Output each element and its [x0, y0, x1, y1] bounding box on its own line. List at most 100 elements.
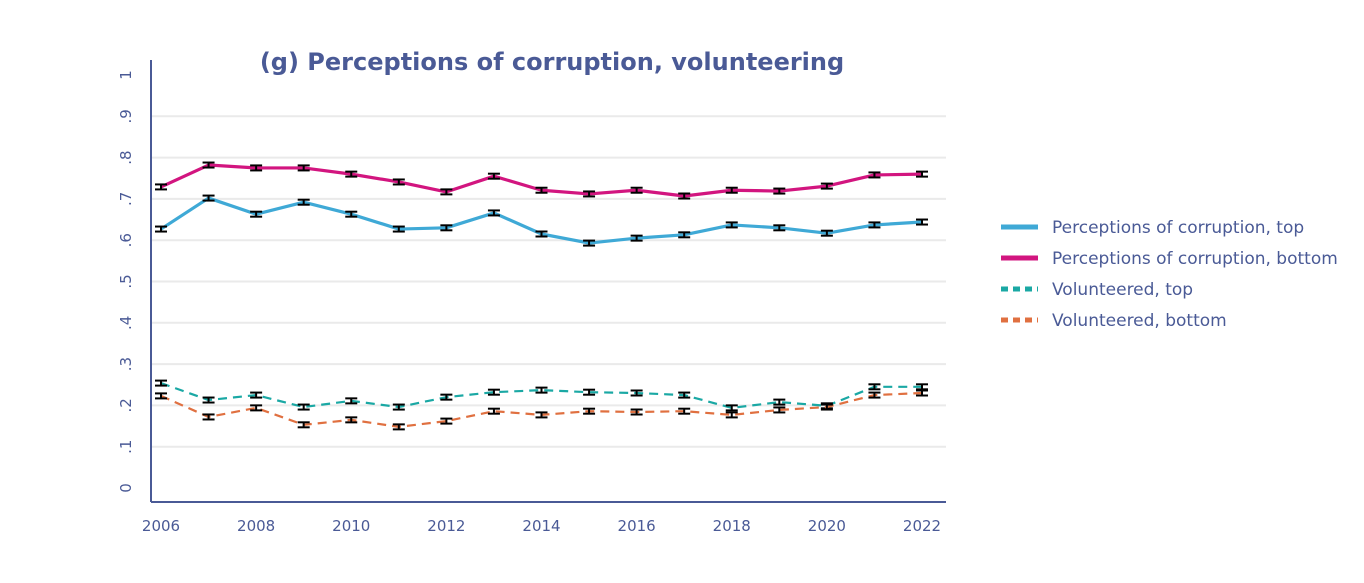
x-tick-label: 2018	[713, 517, 751, 535]
legend-item: Perceptions of corruption, bottom	[1001, 249, 1338, 269]
error-bar	[440, 188, 453, 196]
y-tick-label: .7	[117, 192, 135, 206]
error-bar	[630, 408, 643, 416]
series	[155, 161, 928, 431]
error-bar	[250, 404, 263, 412]
error-bar	[583, 407, 596, 415]
error-bar	[725, 186, 738, 194]
error-bar	[250, 210, 263, 218]
error-bar	[202, 194, 215, 202]
legend-item: Volunteered, bottom	[1001, 311, 1227, 331]
legend-label: Perceptions of corruption, bottom	[1052, 249, 1338, 269]
y-tick-label: .6	[117, 233, 135, 247]
error-bar	[250, 391, 263, 399]
error-bar	[297, 164, 310, 172]
series-volunteered-bottom	[155, 389, 928, 431]
y-tick-label: .2	[117, 398, 135, 412]
x-tick-label: 2010	[332, 517, 370, 535]
error-bar	[678, 231, 691, 239]
error-bar	[392, 225, 405, 233]
error-bar	[297, 403, 310, 411]
error-bar	[916, 383, 928, 391]
error-bar	[678, 192, 691, 200]
y-tick-label: 1	[117, 70, 135, 80]
error-bar	[916, 170, 928, 178]
error-bar	[440, 224, 453, 232]
error-bar	[725, 411, 738, 419]
error-bar	[583, 239, 596, 247]
x-tick-labels: 2006 2008 2010 2012 2014 2016 2018 2020 2022	[142, 517, 941, 535]
error-bar	[868, 383, 881, 391]
x-tick-label: 2008	[237, 517, 275, 535]
error-bar	[155, 183, 167, 191]
error-bar	[392, 178, 405, 186]
error-bar	[916, 218, 928, 226]
error-bar	[487, 209, 500, 217]
y-tick-label: 0	[117, 483, 135, 493]
y-tick-labels: 0 .1 .2 .3 .4 .5 .6 .7 .8 .9 1	[117, 70, 135, 493]
error-bar	[535, 186, 548, 194]
error-bar	[820, 182, 833, 190]
legend-item: Volunteered, top	[1001, 280, 1193, 300]
y-tick-label: .1	[117, 440, 135, 454]
error-bar	[725, 221, 738, 229]
error-bar	[535, 411, 548, 419]
y-tick-label: .4	[117, 316, 135, 330]
error-bar	[487, 388, 500, 396]
series-perceptions-of-corruption-bottom	[155, 161, 928, 200]
y-tick-label: .8	[117, 150, 135, 164]
error-bar	[202, 413, 215, 421]
x-tick-label: 2014	[522, 517, 560, 535]
error-bar	[630, 186, 643, 194]
legend-label: Volunteered, bottom	[1052, 311, 1227, 331]
error-bar	[487, 407, 500, 415]
error-bar	[820, 229, 833, 237]
x-tick-label: 2020	[808, 517, 846, 535]
series-volunteered-top	[155, 379, 928, 412]
error-bar	[440, 393, 453, 401]
x-tick-label: 2022	[903, 517, 941, 535]
x-tick-label: 2012	[427, 517, 465, 535]
error-bar	[773, 224, 786, 232]
error-bar	[725, 404, 738, 412]
error-bar	[250, 164, 263, 172]
error-bar	[535, 386, 548, 394]
error-bar	[155, 392, 167, 400]
error-bar	[392, 403, 405, 411]
error-bar	[868, 171, 881, 179]
error-bar	[345, 210, 358, 218]
y-tick-label: .3	[117, 357, 135, 371]
error-bar	[297, 421, 310, 429]
error-bar	[155, 225, 167, 233]
legend-label: Perceptions of corruption, top	[1052, 218, 1304, 238]
error-bar	[345, 416, 358, 424]
error-bar	[773, 187, 786, 195]
error-bar	[868, 391, 881, 399]
axes	[150, 60, 946, 503]
error-bar	[345, 170, 358, 178]
error-bar	[630, 234, 643, 242]
error-bar	[583, 388, 596, 396]
error-bar	[916, 389, 928, 397]
error-bar	[297, 198, 310, 206]
error-bar	[202, 396, 215, 404]
error-bar	[868, 221, 881, 229]
error-bar	[820, 403, 833, 411]
error-bar	[773, 398, 786, 406]
error-bar	[583, 190, 596, 198]
error-bar	[678, 407, 691, 415]
error-bar	[440, 417, 453, 425]
chart-title: (g) Perceptions of corruption, volunteer…	[260, 48, 844, 76]
series-perceptions-of-corruption-top	[155, 194, 928, 247]
x-tick-label: 2006	[142, 517, 180, 535]
error-bar	[678, 391, 691, 399]
error-bar	[345, 397, 358, 405]
error-bar	[773, 406, 786, 414]
error-bar	[392, 423, 405, 431]
error-bar	[630, 389, 643, 397]
x-tick-label: 2016	[618, 517, 656, 535]
legend-label: Volunteered, top	[1052, 280, 1193, 300]
error-bar	[155, 379, 167, 387]
error-bar	[202, 161, 215, 169]
